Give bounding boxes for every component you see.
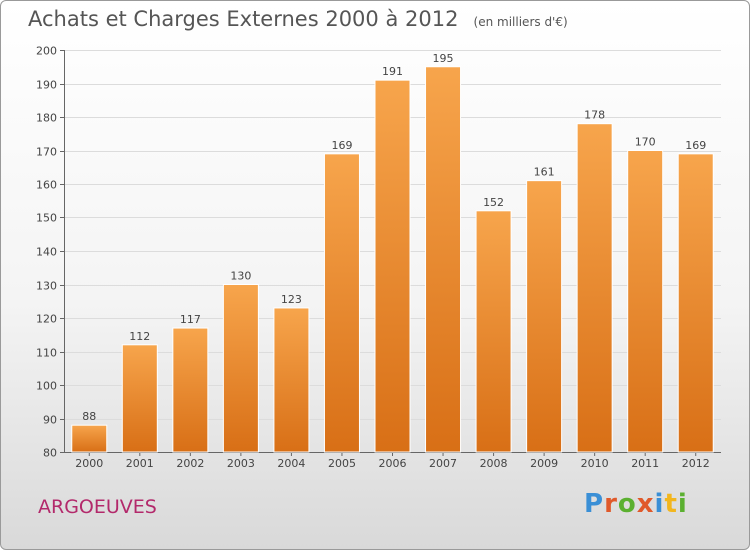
bar <box>323 153 360 453</box>
x-tick-label: 2010 <box>581 457 609 470</box>
data-label: 123 <box>281 293 302 306</box>
bars <box>71 66 714 453</box>
bar <box>425 66 462 453</box>
x-tick-label: 2002 <box>176 457 204 470</box>
x-tick-label: 2000 <box>75 457 103 470</box>
logo-letter: x <box>636 489 655 519</box>
proxiti-logo: Proxiti <box>584 489 688 519</box>
x-tick-label: 2011 <box>631 457 659 470</box>
y-tick-label: 110 <box>36 347 57 360</box>
data-label: 117 <box>180 313 201 326</box>
data-label: 161 <box>534 166 555 179</box>
x-tick-label: 2008 <box>480 457 508 470</box>
bar <box>526 180 563 453</box>
y-tick-label: 160 <box>36 179 57 192</box>
logo-letter: r <box>604 489 618 519</box>
data-label: 130 <box>230 270 251 283</box>
commune-name: ARGOEUVES <box>38 496 157 518</box>
chart-subtitle: (en milliers d'€) <box>473 15 568 29</box>
x-tick-label: 2003 <box>227 457 255 470</box>
x-tick-label: 2009 <box>530 457 558 470</box>
y-tick-label: 120 <box>36 313 57 326</box>
bar <box>273 307 310 453</box>
data-label: 112 <box>129 330 150 343</box>
y-tick-label: 200 <box>36 45 57 58</box>
y-tick-label: 170 <box>36 146 57 159</box>
x-tick-label: 2006 <box>379 457 407 470</box>
data-label: 169 <box>685 139 706 152</box>
x-tick-label: 2005 <box>328 457 356 470</box>
x-tick-label: 2007 <box>429 457 457 470</box>
data-label: 195 <box>433 52 454 65</box>
y-tick-label: 130 <box>36 280 57 293</box>
y-tick-label: 80 <box>43 447 57 460</box>
y-tick-label: 90 <box>43 414 57 427</box>
x-tick-label: 2012 <box>682 457 710 470</box>
y-tick-label: 140 <box>36 246 57 259</box>
bar <box>222 284 259 453</box>
labels: 80 90 100 110 120 130 140 150 160 170 180 190 200 88 2… <box>36 45 710 471</box>
bar <box>677 153 714 453</box>
logo-letter: i <box>654 489 665 519</box>
y-tick-label: 190 <box>36 79 57 92</box>
chart-title: Achats et Charges Externes 2000 à 2012 <box>28 7 459 31</box>
bar <box>576 123 613 453</box>
bar <box>475 210 512 453</box>
bar <box>374 79 411 453</box>
logo-letter: o <box>617 489 637 519</box>
bar <box>627 150 664 453</box>
data-label: 178 <box>584 109 605 122</box>
x-tick-label: 2001 <box>126 457 154 470</box>
y-tick-label: 180 <box>36 112 57 125</box>
bar <box>121 344 158 453</box>
y-tick-label: 150 <box>36 212 57 225</box>
logo-letter: t <box>664 489 678 519</box>
bar <box>172 327 209 453</box>
data-label: 170 <box>635 136 656 149</box>
title-block: Achats et Charges Externes 2000 à 2012 (… <box>28 7 568 31</box>
data-label: 191 <box>382 65 403 78</box>
data-label: 88 <box>82 410 96 423</box>
data-label: 169 <box>331 139 352 152</box>
logo-letter: P <box>584 489 605 519</box>
data-label: 152 <box>483 196 504 209</box>
bar <box>71 424 108 453</box>
y-tick-label: 100 <box>36 380 57 393</box>
logo-letter: i <box>677 489 688 519</box>
x-tick-label: 2004 <box>277 457 305 470</box>
